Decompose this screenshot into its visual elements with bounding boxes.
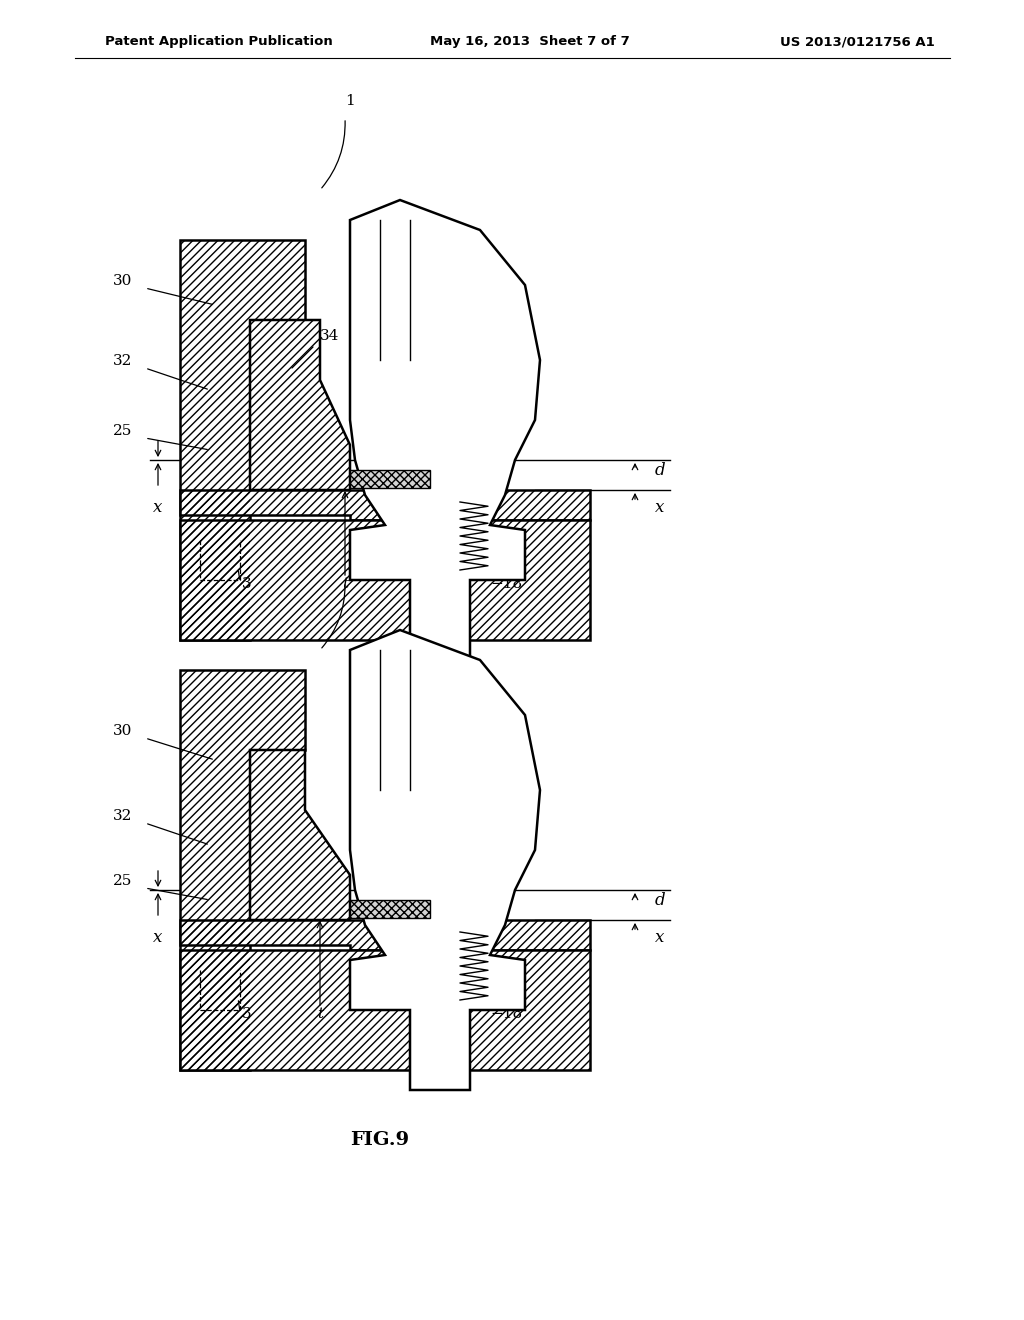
Text: 11: 11 xyxy=(456,704,475,718)
Text: 11: 11 xyxy=(470,259,489,273)
Polygon shape xyxy=(350,630,540,1090)
Text: t: t xyxy=(317,1007,323,1020)
Polygon shape xyxy=(180,240,305,640)
Text: 34: 34 xyxy=(410,1007,429,1020)
Bar xyxy=(350,470,430,488)
Text: 34: 34 xyxy=(319,329,339,343)
Text: d: d xyxy=(655,462,666,479)
Text: −18: −18 xyxy=(490,577,522,591)
Text: 33: 33 xyxy=(420,441,439,455)
Polygon shape xyxy=(180,920,590,950)
Text: x: x xyxy=(154,499,163,516)
Text: 30: 30 xyxy=(113,723,132,738)
Text: 32: 32 xyxy=(113,354,132,368)
Text: 25: 25 xyxy=(113,424,132,438)
Text: 25: 25 xyxy=(113,874,132,888)
Text: t: t xyxy=(342,577,348,591)
Text: 1: 1 xyxy=(345,558,355,573)
Text: 33: 33 xyxy=(406,871,424,884)
Polygon shape xyxy=(250,750,350,920)
Text: 32: 32 xyxy=(113,809,132,822)
Text: US 2013/0121756 A1: US 2013/0121756 A1 xyxy=(780,36,935,49)
Polygon shape xyxy=(180,671,305,1071)
Polygon shape xyxy=(350,201,540,660)
Text: May 16, 2013  Sheet 7 of 7: May 16, 2013 Sheet 7 of 7 xyxy=(430,36,630,49)
Text: 3: 3 xyxy=(242,577,252,591)
Bar xyxy=(350,900,430,917)
Text: x: x xyxy=(655,499,665,516)
Bar xyxy=(350,470,430,488)
Polygon shape xyxy=(180,490,590,520)
Text: FIG.8: FIG.8 xyxy=(350,701,410,719)
Text: x: x xyxy=(154,929,163,946)
Bar xyxy=(350,900,430,917)
Text: −18: −18 xyxy=(490,1007,522,1020)
Text: 30: 30 xyxy=(113,275,132,288)
Polygon shape xyxy=(180,520,590,640)
Polygon shape xyxy=(250,319,350,490)
Text: x: x xyxy=(655,929,665,946)
Text: d: d xyxy=(655,892,666,909)
Text: 1: 1 xyxy=(345,94,355,108)
Text: FIG.9: FIG.9 xyxy=(350,1131,410,1148)
Text: Patent Application Publication: Patent Application Publication xyxy=(105,36,333,49)
Text: 3: 3 xyxy=(242,1007,252,1020)
Polygon shape xyxy=(180,950,590,1071)
